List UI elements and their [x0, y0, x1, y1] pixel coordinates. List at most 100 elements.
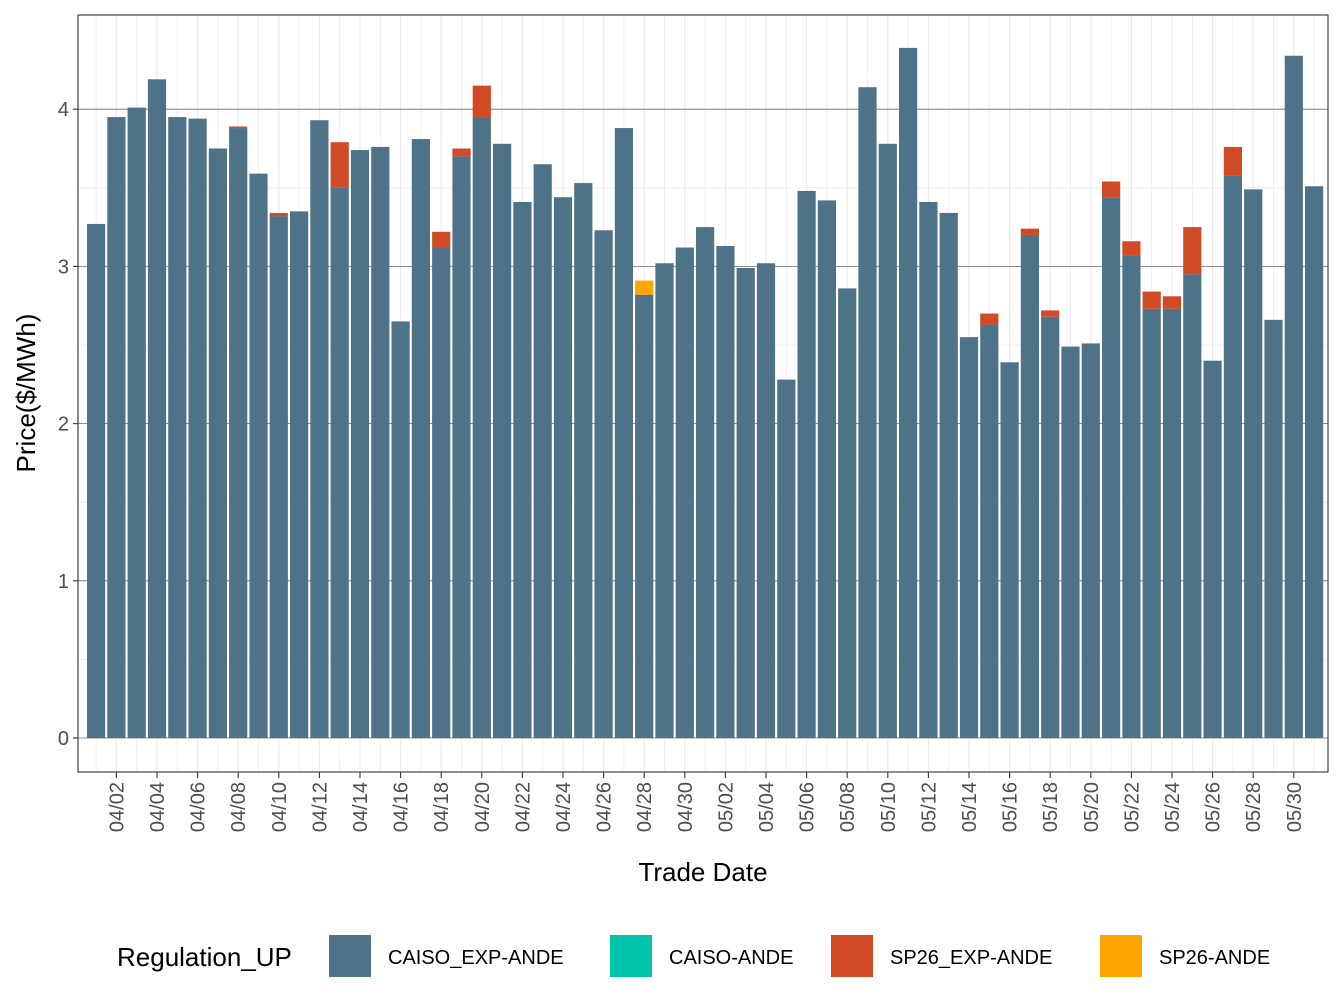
x-tick-label: 05/02 — [715, 782, 737, 832]
bars — [87, 47, 1324, 739]
bar-CAISO_EXP-ANDE-05/11 — [899, 47, 918, 739]
bar-CAISO_EXP-ANDE-04/02 — [107, 117, 126, 738]
x-tick-label: 05/28 — [1243, 782, 1265, 832]
legend-key-CAISO_EXP-ANDE — [329, 935, 371, 977]
legend: Regulation_UP CAISO_EXP-ANDE CAISO-ANDE SP… — [117, 935, 1270, 977]
x-tick-label: 04/24 — [553, 782, 575, 832]
x-tick-label: 04/12 — [309, 782, 331, 832]
legend-key-SP26-ANDE — [1100, 935, 1142, 977]
y-tick-label: 4 — [58, 99, 69, 121]
bar-CAISO_EXP-ANDE-05/17 — [1020, 234, 1039, 738]
bar-CAISO_EXP-ANDE-05/31 — [1305, 186, 1324, 738]
x-tick-label: 04/18 — [431, 782, 453, 832]
bar-CAISO_EXP-ANDE-04/30 — [675, 247, 694, 738]
x-tick-label: 04/22 — [512, 782, 534, 832]
bar-SP26_EXP-ANDE-05/24 — [1162, 296, 1182, 309]
x-tick-label: 05/14 — [959, 782, 981, 832]
bar-CAISO_EXP-ANDE-04/14 — [350, 150, 370, 738]
bar-CAISO_EXP-ANDE-05/01 — [696, 227, 715, 738]
bar-CAISO_EXP-ANDE-05/08 — [838, 288, 857, 738]
x-axis-ticks: 04/02 04/04 04/06 04/08 04/10 04/12 04/14 04/16… — [106, 772, 1306, 832]
bar-CAISO_EXP-ANDE-05/18 — [1041, 316, 1060, 738]
x-tick-label: 04/08 — [228, 782, 250, 832]
bar-CAISO_EXP-ANDE-05/27 — [1223, 175, 1242, 738]
bar-CAISO_EXP-ANDE-04/01 — [87, 223, 106, 738]
bar-CAISO_EXP-ANDE-05/12 — [919, 201, 938, 738]
x-tick-label: 05/30 — [1284, 782, 1306, 832]
bar-CAISO_EXP-ANDE-05/13 — [939, 212, 958, 738]
y-axis-title: Price($/MWh) — [11, 314, 41, 473]
x-tick-label: 05/26 — [1203, 782, 1225, 832]
x-tick-label: 05/24 — [1162, 782, 1184, 832]
bar-CAISO_EXP-ANDE-05/19 — [1061, 346, 1080, 738]
bar-CAISO_EXP-ANDE-05/15 — [980, 324, 999, 738]
legend-label: CAISO-ANDE — [669, 947, 793, 969]
legend-key-CAISO-ANDE — [610, 935, 652, 977]
bar-SP26_EXP-ANDE-05/17 — [1020, 228, 1039, 235]
bar-CAISO_EXP-ANDE-05/23 — [1142, 308, 1161, 738]
bar-CAISO_EXP-ANDE-04/29 — [655, 263, 674, 738]
bar-CAISO_EXP-ANDE-04/13 — [330, 187, 349, 739]
bar-CAISO_EXP-ANDE-04/06 — [188, 118, 207, 738]
bar-SP26_EXP-ANDE-05/22 — [1122, 241, 1141, 256]
x-tick-label: 04/28 — [634, 782, 656, 832]
plot-border — [77, 14, 1329, 773]
bar-SP26_EXP-ANDE-05/27 — [1223, 146, 1242, 176]
bar-CAISO_EXP-ANDE-05/09 — [858, 87, 877, 738]
x-tick-label: 05/18 — [1040, 782, 1062, 832]
y-tick-label: 0 — [58, 728, 69, 750]
bar-CAISO_EXP-ANDE-05/02 — [716, 245, 735, 739]
x-tick-label: 04/06 — [188, 782, 210, 832]
bar-CAISO_EXP-ANDE-05/06 — [797, 190, 816, 739]
bar-CAISO_EXP-ANDE-05/05 — [777, 379, 796, 738]
bar-CAISO_EXP-ANDE-04/07 — [208, 148, 227, 738]
bar-CAISO_EXP-ANDE-04/15 — [371, 146, 390, 739]
legend-label: SP26_EXP-ANDE — [890, 947, 1052, 969]
bar-CAISO_EXP-ANDE-04/04 — [147, 79, 167, 738]
bar-SP26_EXP-ANDE-05/18 — [1041, 310, 1060, 317]
bar-CAISO_EXP-ANDE-04/08 — [229, 128, 248, 739]
bar-SP26-ANDE-04/28 — [635, 280, 654, 295]
x-tick-label: 05/12 — [918, 782, 940, 832]
bar-CAISO_EXP-ANDE-04/05 — [168, 117, 187, 738]
bar-SP26_EXP-ANDE-05/21 — [1102, 181, 1121, 198]
bar-SP26_EXP-ANDE-04/10 — [269, 212, 288, 217]
bar-CAISO_EXP-ANDE-04/21 — [493, 143, 512, 738]
x-tick-label: 04/10 — [269, 782, 291, 832]
bar-CAISO_EXP-ANDE-05/25 — [1183, 274, 1202, 738]
bar-CAISO_EXP-ANDE-04/24 — [553, 197, 573, 738]
bar-CAISO_EXP-ANDE-04/25 — [574, 183, 593, 739]
y-tick-label: 1 — [58, 571, 69, 593]
y-axis-ticks: 0 1 2 3 4 — [58, 99, 78, 750]
bar-SP26_EXP-ANDE-04/13 — [330, 142, 349, 188]
x-tick-label: 05/20 — [1081, 782, 1103, 832]
bar-CAISO_EXP-ANDE-04/18 — [432, 247, 451, 738]
y-tick-label: 3 — [58, 256, 69, 278]
y-tick-label: 2 — [58, 414, 69, 436]
bar-CAISO_EXP-ANDE-04/03 — [127, 107, 146, 739]
bar-CAISO_EXP-ANDE-04/19 — [452, 156, 471, 739]
bar-CAISO_EXP-ANDE-04/16 — [391, 321, 410, 738]
x-tick-label: 05/22 — [1121, 782, 1143, 832]
legend-label: SP26-ANDE — [1159, 947, 1270, 969]
bar-CAISO_EXP-ANDE-05/30 — [1284, 55, 1303, 738]
x-tick-label: 04/20 — [472, 782, 494, 832]
x-tick-label: 04/26 — [594, 782, 616, 832]
bar-CAISO_EXP-ANDE-05/07 — [817, 200, 836, 739]
bar-CAISO_EXP-ANDE-04/27 — [614, 128, 633, 739]
bar-CAISO_EXP-ANDE-05/20 — [1081, 343, 1100, 738]
bar-SP26_EXP-ANDE-04/20 — [472, 85, 491, 118]
legend-key-SP26_EXP-ANDE — [831, 935, 873, 977]
bar-CAISO_EXP-ANDE-05/26 — [1203, 360, 1222, 738]
legend-label: CAISO_EXP-ANDE — [388, 947, 564, 969]
bar-CAISO_EXP-ANDE-05/29 — [1264, 319, 1283, 738]
bar-CAISO_EXP-ANDE-04/10 — [269, 216, 288, 738]
bar-CAISO_EXP-ANDE-04/20 — [472, 117, 491, 738]
bar-CAISO_EXP-ANDE-04/22 — [513, 201, 532, 738]
bar-CAISO_EXP-ANDE-05/14 — [959, 337, 979, 738]
bar-SP26_EXP-ANDE-04/18 — [432, 231, 451, 248]
bar-CAISO_EXP-ANDE-05/04 — [756, 263, 776, 738]
x-tick-label: 05/10 — [878, 782, 900, 832]
bar-CAISO_EXP-ANDE-04/28 — [635, 294, 654, 738]
bar-SP26_EXP-ANDE-05/15 — [980, 313, 999, 325]
